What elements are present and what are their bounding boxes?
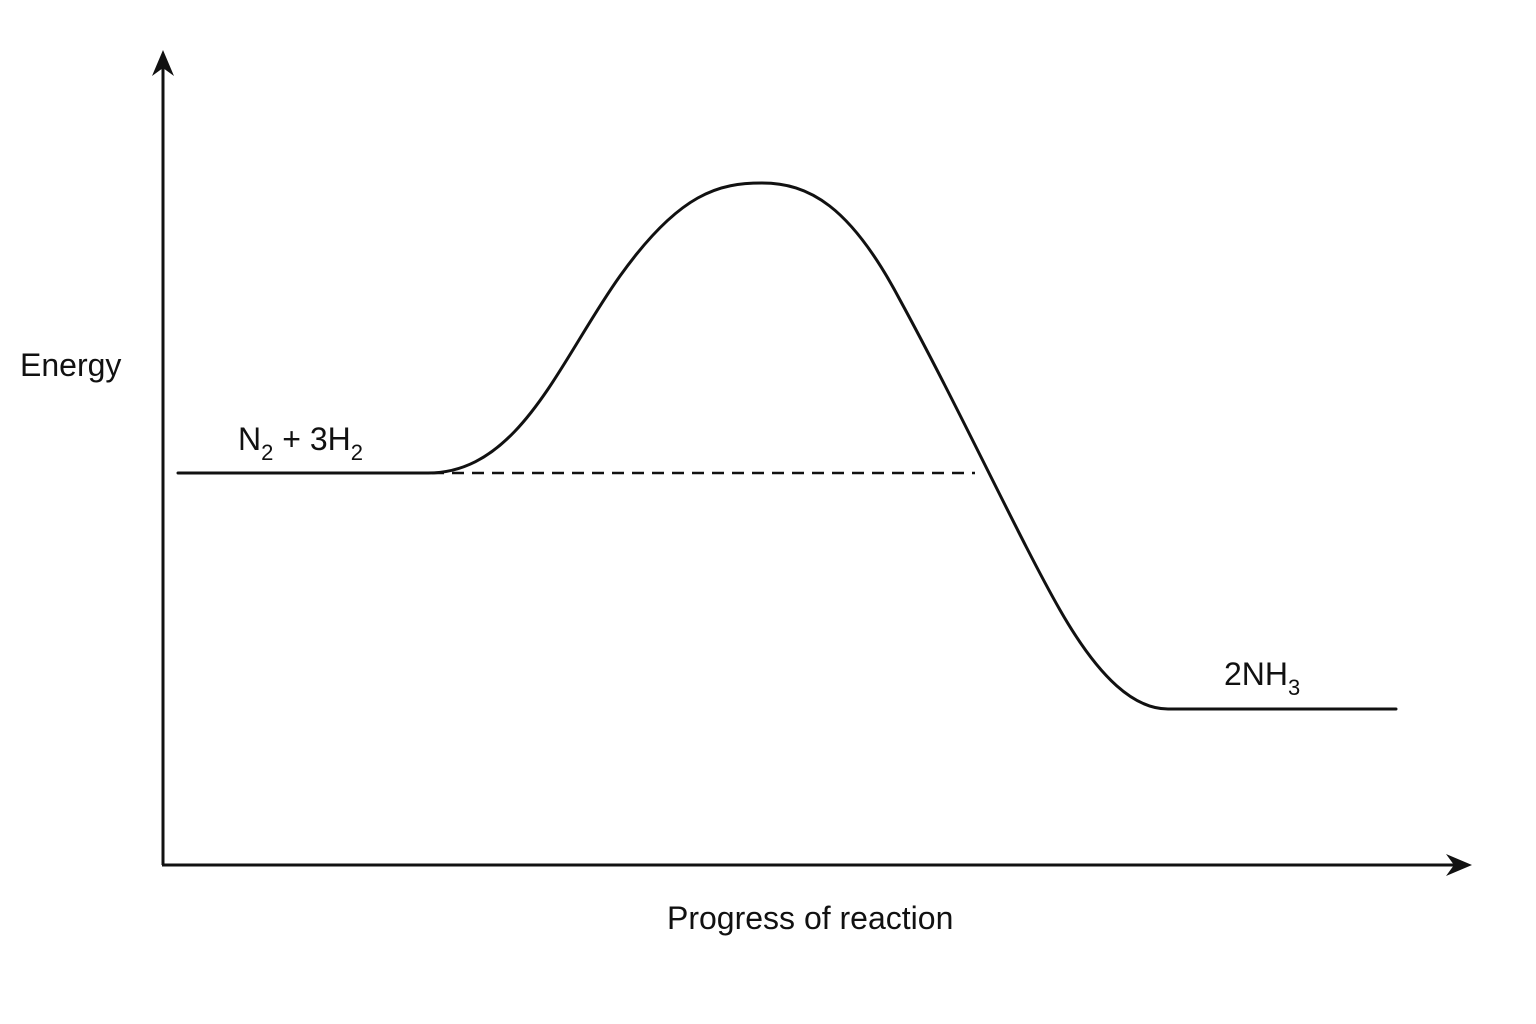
reactants-plus-h: + 3H	[273, 421, 350, 457]
reaction-energy-curve	[176, 181, 1398, 711]
x-axis-arrowhead	[1446, 854, 1472, 876]
products-main: 2NH	[1224, 656, 1288, 692]
x-axis-label: Progress of reaction	[667, 900, 953, 936]
products-label: 2NH3	[1224, 656, 1300, 700]
y-axis-label: Energy	[20, 347, 121, 383]
reactants-n: N	[238, 421, 261, 457]
y-axis-arrowhead	[152, 50, 174, 76]
reactants-h-subscript: 2	[351, 440, 363, 465]
reactants-label: N2 + 3H2	[238, 421, 363, 465]
products-subscript: 3	[1288, 675, 1300, 700]
reactants-n-subscript: 2	[261, 440, 273, 465]
